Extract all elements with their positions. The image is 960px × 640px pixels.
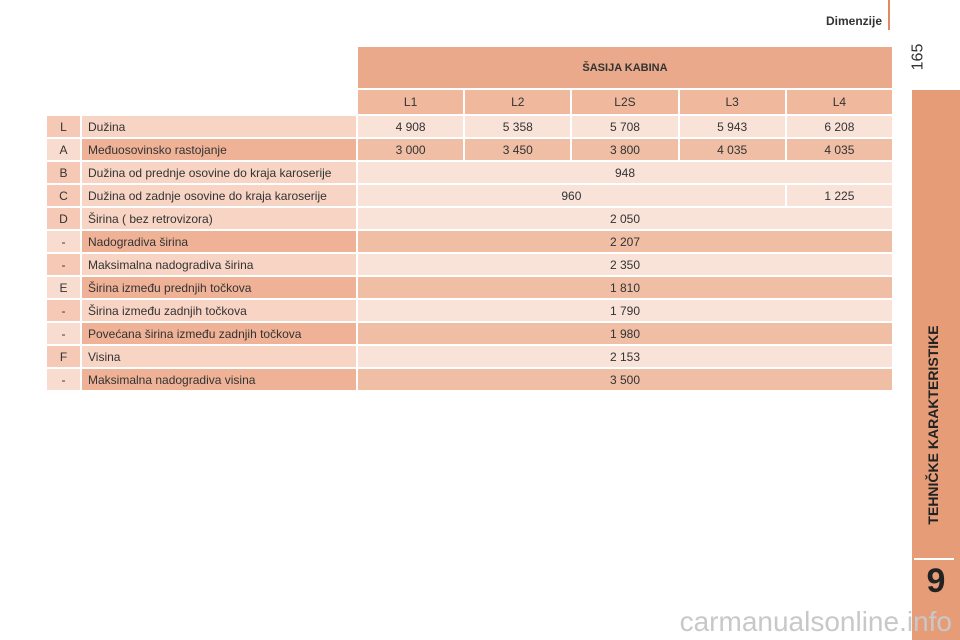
row-code: B — [47, 162, 80, 183]
row-label: Dužina od prednje osovine do kraja karos… — [82, 162, 356, 183]
data-row: - Maksimalna nadogradiva širina 2 350 — [47, 254, 892, 275]
value-cell: 3 800 — [572, 139, 678, 160]
row-code: C — [47, 185, 80, 206]
page-number: 165 — [909, 43, 927, 71]
data-row: - Nadogradiva širina 2 207 — [47, 231, 892, 252]
title-row: ŠASIJA KABINA — [47, 47, 892, 88]
value-cell: 3 000 — [358, 139, 464, 160]
column-header: L3 — [679, 90, 785, 114]
value-cell: 4 908 — [358, 116, 464, 137]
row-code: A — [47, 139, 80, 160]
data-row: - Širina između zadnjih točkova 1 790 — [47, 300, 892, 321]
row-code: E — [47, 277, 80, 298]
row-label: Visina — [82, 346, 356, 367]
row-label: Dužina od zadnje osovine do kraja karose… — [82, 185, 356, 206]
row-code: D — [47, 208, 80, 229]
blank-cell — [82, 47, 356, 88]
column-header: L2 — [465, 90, 571, 114]
column-header: L4 — [786, 90, 892, 114]
value-cell: 2 050 — [358, 208, 892, 229]
row-label: Maksimalna nadogradiva visina — [82, 369, 356, 390]
value-cell: 1 980 — [358, 323, 892, 344]
value-cell: 948 — [358, 162, 892, 183]
row-label: Širina između prednjih točkova — [82, 277, 356, 298]
value-cell: 2 350 — [358, 254, 892, 275]
value-cell: 1 225 — [786, 185, 892, 206]
chapter-number: 9 — [926, 562, 946, 600]
column-header: L2S — [572, 90, 678, 114]
data-row: L Dužina 4 908 5 358 5 708 5 943 6 208 — [47, 116, 892, 137]
row-code: - — [47, 369, 80, 390]
tab-divider — [914, 558, 954, 560]
value-cell: 6 208 — [786, 116, 892, 137]
row-code: - — [47, 231, 80, 252]
header-rule — [888, 0, 890, 30]
data-row: - Maksimalna nadogradiva visina 3 500 — [47, 369, 892, 390]
row-label: Maksimalna nadogradiva širina — [82, 254, 356, 275]
blank-cell — [47, 90, 80, 114]
row-code: - — [47, 300, 80, 321]
table-title: ŠASIJA KABINA — [358, 47, 892, 88]
data-row: D Širina ( bez retrovizora) 2 050 — [47, 208, 892, 229]
data-row: C Dužina od zadnje osovine do kraja karos… — [47, 185, 892, 206]
row-label: Širina između zadnjih točkova — [82, 300, 356, 321]
value-cell: 4 035 — [679, 139, 785, 160]
row-code: L — [47, 116, 80, 137]
column-header: L1 — [358, 90, 464, 114]
value-cell: 2 207 — [358, 231, 892, 252]
value-cell: 3 500 — [358, 369, 892, 390]
data-row: F Visina 2 153 — [47, 346, 892, 367]
value-cell: 4 035 — [786, 139, 892, 160]
data-row: A Međuosovinsko rastojanje 3 000 3 450 3 800… — [47, 139, 892, 160]
value-cell: 5 943 — [679, 116, 785, 137]
data-row: B Dužina od prednje osovine do kraja karo… — [47, 162, 892, 183]
row-label: Dužina — [82, 116, 356, 137]
section-title: Dimenzije — [825, 14, 882, 28]
blank-cell — [82, 90, 356, 114]
value-cell: 2 153 — [358, 346, 892, 367]
data-row: - Povećana širina između zadnjih točkova 1… — [47, 323, 892, 344]
value-cell: 3 450 — [465, 139, 571, 160]
row-label: Povećana širina između zadnjih točkova — [82, 323, 356, 344]
value-cell: 960 — [358, 185, 785, 206]
table-body: ŠASIJA KABINA L1 L2 L2S L3 L4 L Dužina 4 908 5 35… — [47, 47, 892, 390]
value-cell: 1 810 — [358, 277, 892, 298]
blank-cell — [47, 47, 80, 88]
row-code: F — [47, 346, 80, 367]
row-code: - — [47, 323, 80, 344]
dimensions-table: ŠASIJA KABINA L1 L2 L2S L3 L4 L Dužina 4 908 5 35… — [45, 45, 894, 392]
data-row: E Širina između prednjih točkova 1 810 — [47, 277, 892, 298]
row-code: - — [47, 254, 80, 275]
row-label: Međuosovinsko rastojanje — [82, 139, 356, 160]
chapter-tab — [912, 90, 960, 640]
value-cell: 5 358 — [465, 116, 571, 137]
row-label: Širina ( bez retrovizora) — [82, 208, 356, 229]
value-cell: 5 708 — [572, 116, 678, 137]
value-cell: 1 790 — [358, 300, 892, 321]
column-row: L1 L2 L2S L3 L4 — [47, 90, 892, 114]
watermark: carmanualsonline.info — [679, 606, 952, 637]
row-label: Nadogradiva širina — [82, 231, 356, 252]
chapter-title: TEHNIČKE KARAKTERISTIKE — [925, 325, 941, 525]
